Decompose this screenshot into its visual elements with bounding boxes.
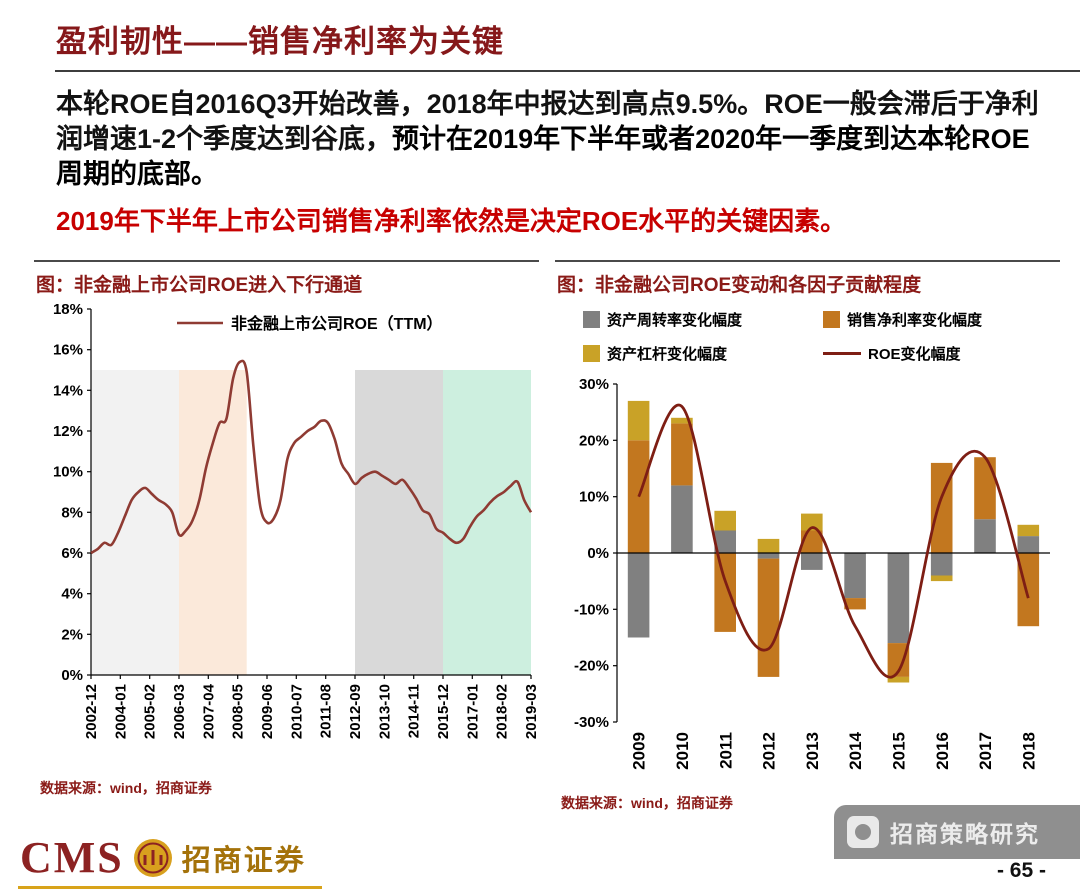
svg-text:16%: 16% (53, 342, 83, 359)
footer: CMS 招商证券 招商策略研究 - 65 - (0, 805, 1080, 893)
chat-icon (847, 816, 879, 848)
right-chart-panel: 图：非金融公司ROE变动和各因子贡献程度 资产周转率变化幅度 销售净利率变化幅度… (555, 260, 1060, 813)
svg-text:-30%: -30% (574, 714, 609, 731)
svg-text:2009: 2009 (630, 732, 649, 770)
svg-text:10%: 10% (53, 464, 83, 481)
body-paragraph-bold: 预计在2019年下半年或者2020年一季度到达本轮ROE周期的底部。 (56, 124, 1030, 189)
legend-label-turnover: 资产周转率变化幅度 (607, 312, 743, 329)
svg-text:2015-12: 2015-12 (435, 684, 452, 739)
legend-item-roe-line: ROE变化幅度 (823, 343, 1060, 364)
watermark-text: 招商策略研究 (890, 821, 1040, 847)
cms-coin-icon (133, 838, 173, 878)
roe-factors-bar-chart: -30% -20% -10% 0% 10% 20% 30% 2009 2010 2011 2012 2… (555, 372, 1060, 793)
svg-text:2018-02: 2018-02 (494, 684, 511, 739)
legend-label-roe-line: ROE变化幅度 (868, 346, 961, 363)
legend-item-leverage: 资产杠杆变化幅度 (583, 343, 821, 364)
body-paragraph-normal: 本轮ROE自2016Q3开始改善，2018年中报达到高点9.5%。ROE一般会滞… (56, 89, 1039, 154)
svg-text:-10%: -10% (574, 601, 609, 618)
watermark-banner: 招商策略研究 (834, 805, 1080, 859)
turnover-swatch-icon (583, 311, 600, 328)
leverage-swatch-icon (583, 345, 600, 362)
right-chart-title: 图：非金融公司ROE变动和各因子贡献程度 (557, 275, 922, 296)
svg-text:6%: 6% (61, 545, 83, 562)
title-divider (55, 70, 1080, 72)
svg-text:2014: 2014 (846, 731, 865, 769)
svg-text:4%: 4% (61, 586, 83, 603)
left-chart-source: 数据来源：wind，招商证券 (40, 780, 212, 796)
svg-text:2010-07: 2010-07 (288, 684, 305, 739)
svg-text:-20%: -20% (574, 658, 609, 675)
legend-item-turnover: 资产周转率变化幅度 (583, 309, 821, 330)
page-number: - 65 - (996, 859, 1046, 882)
svg-text:18%: 18% (53, 301, 83, 318)
svg-text:2%: 2% (61, 626, 83, 643)
charts-row: 图：非金融上市公司ROE进入下行通道 0% 2% 4% 6% 8% 10% 12% 14% 16… (34, 260, 1060, 813)
roe-line-swatch-icon (823, 352, 861, 355)
svg-text:2008-05: 2008-05 (230, 684, 247, 739)
right-chart-source: 数据来源：wind，招商证券 (561, 795, 733, 811)
right-chart-legend: 资产周转率变化幅度 销售净利率变化幅度 资产杠杆变化幅度 ROE变化幅度 (583, 309, 1060, 364)
cms-brand-text: 招商证券 (181, 845, 306, 877)
svg-text:2006-03: 2006-03 (171, 684, 188, 739)
svg-text:10%: 10% (579, 489, 609, 506)
svg-text:2011: 2011 (716, 732, 735, 769)
svg-text:2018: 2018 (1019, 732, 1038, 770)
svg-text:2017-01: 2017-01 (464, 684, 481, 739)
svg-text:0%: 0% (587, 545, 609, 562)
svg-text:12%: 12% (53, 423, 83, 440)
svg-text:2017: 2017 (976, 732, 995, 770)
svg-text:20%: 20% (579, 432, 609, 449)
body-paragraph: 本轮ROE自2016Q3开始改善，2018年中报达到高点9.5%。ROE一般会滞… (56, 87, 1044, 192)
highlight-text: 2019年下半年上市公司销售净利率依然是决定ROE水平的关键因素。 (56, 206, 847, 236)
svg-text:2012: 2012 (760, 732, 779, 770)
svg-text:2016: 2016 (933, 732, 952, 770)
svg-text:2007-04: 2007-04 (200, 683, 217, 739)
legend-label-leverage: 资产杠杆变化幅度 (607, 346, 728, 363)
legend-item-margin: 销售净利率变化幅度 (823, 309, 1060, 330)
svg-text:2019-03: 2019-03 (523, 684, 539, 739)
legend-label-margin: 销售净利率变化幅度 (847, 312, 983, 329)
cms-logo-text: CMS (20, 833, 124, 882)
left-chart-title: 图：非金融上市公司ROE进入下行通道 (36, 275, 363, 296)
svg-text:2014-11: 2014-11 (406, 684, 423, 738)
svg-text:2009-06: 2009-06 (259, 684, 276, 739)
margin-swatch-icon (823, 311, 840, 328)
svg-text:2013: 2013 (803, 732, 822, 770)
svg-text:2015: 2015 (889, 732, 908, 770)
left-chart-panel: 图：非金融上市公司ROE进入下行通道 0% 2% 4% 6% 8% 10% 12% 14% 16… (34, 260, 540, 813)
svg-text:30%: 30% (579, 376, 609, 393)
page-title: 盈利韧性——销售净利率为关键 (56, 24, 504, 59)
svg-text:0%: 0% (61, 667, 83, 684)
svg-text:2005-02: 2005-02 (142, 684, 159, 739)
svg-text:2002-12: 2002-12 (83, 684, 100, 739)
svg-text:2004-01: 2004-01 (112, 684, 129, 739)
roe-ttm-line-chart: 0% 2% 4% 6% 8% 10% 12% 14% 16% 18% 2002-12 2004-01 2… (34, 299, 540, 778)
cms-logo: CMS 招商证券 (18, 836, 322, 889)
svg-text:14%: 14% (53, 382, 83, 399)
svg-text:8%: 8% (61, 504, 83, 521)
svg-text:非金融上市公司ROE（TTM）: 非金融上市公司ROE（TTM） (231, 314, 443, 333)
svg-text:2012-09: 2012-09 (347, 684, 364, 739)
svg-text:2011-08: 2011-08 (318, 684, 335, 738)
svg-text:2013-10: 2013-10 (376, 684, 393, 739)
svg-text:2010: 2010 (673, 732, 692, 770)
